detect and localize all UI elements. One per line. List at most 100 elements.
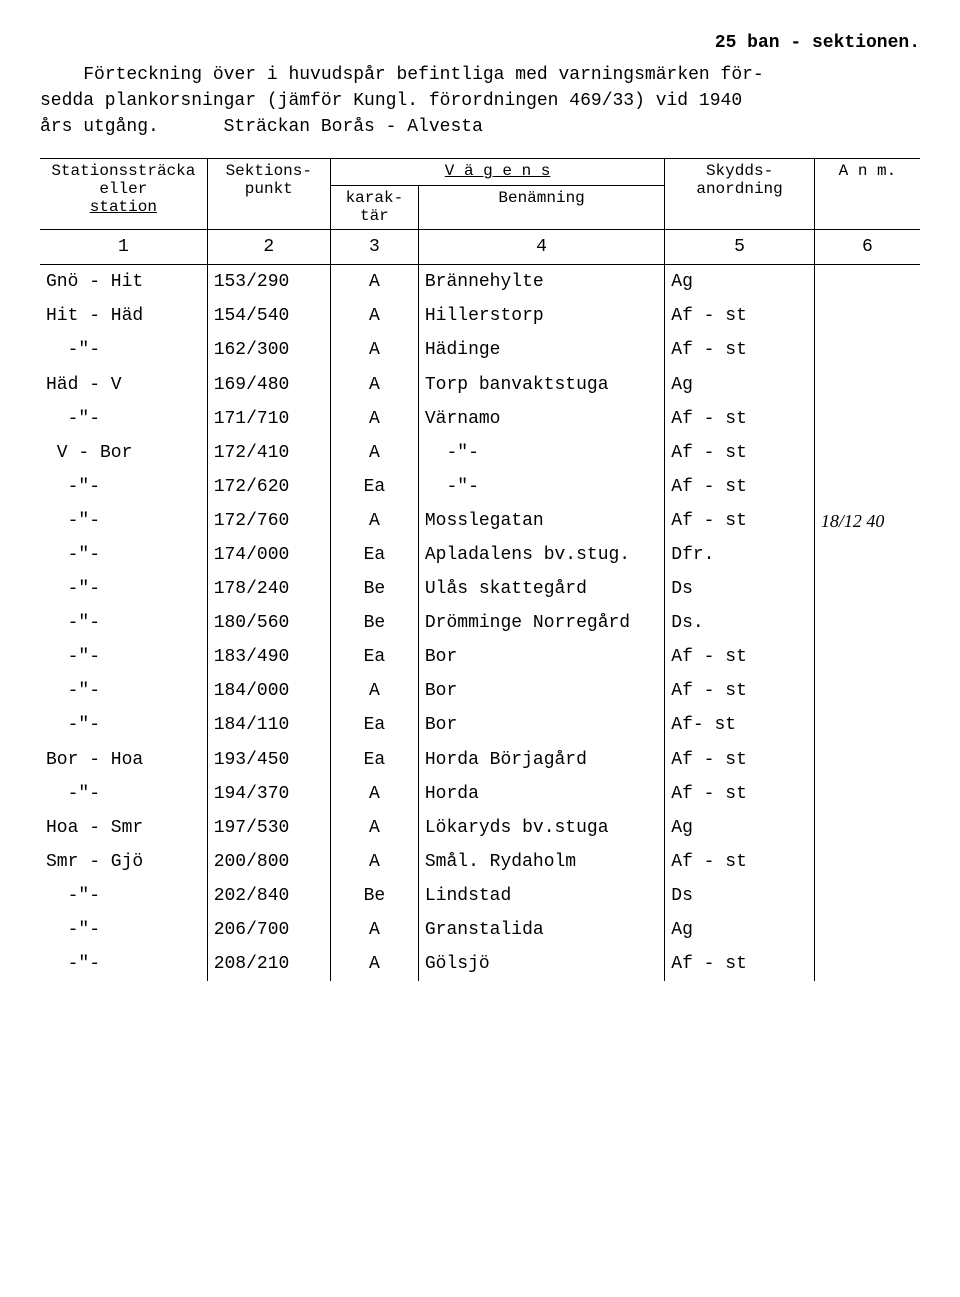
col-header-sektionspunkt: Sektions- punkt bbox=[207, 159, 330, 230]
cell-karaktar: A bbox=[330, 504, 418, 538]
table-row: -"-208/210AGölsjöAf - st bbox=[40, 947, 920, 981]
cell-station: -"- bbox=[40, 572, 207, 606]
cell-station: -"- bbox=[40, 333, 207, 367]
cell-skydds: Af - st bbox=[665, 743, 815, 777]
cell-karaktar: A bbox=[330, 777, 418, 811]
cell-anm bbox=[814, 743, 920, 777]
col-header-station: Stationssträcka eller station bbox=[40, 159, 207, 230]
cell-benamning: Bor bbox=[418, 708, 664, 742]
cell-sektionspunkt: 202/840 bbox=[207, 879, 330, 913]
cell-karaktar: Be bbox=[330, 606, 418, 640]
col-header-anm: A n m. bbox=[814, 159, 920, 230]
cell-station: -"- bbox=[40, 606, 207, 640]
col-header-vagens: V ä g e n s bbox=[330, 159, 664, 186]
cell-skydds: Ds. bbox=[665, 606, 815, 640]
cell-karaktar: A bbox=[330, 333, 418, 367]
cell-karaktar: A bbox=[330, 299, 418, 333]
cell-anm bbox=[814, 538, 920, 572]
table-row: -"-162/300AHädingeAf - st bbox=[40, 333, 920, 367]
cell-anm bbox=[814, 708, 920, 742]
table-row: -"-184/000ABorAf - st bbox=[40, 674, 920, 708]
intro-line-3: års utgång. Sträckan Borås - Alvesta bbox=[40, 114, 920, 140]
cell-skydds: Af - st bbox=[665, 504, 815, 538]
cell-anm bbox=[814, 674, 920, 708]
table-row: -"-194/370AHordaAf - st bbox=[40, 777, 920, 811]
table-row: -"-174/000EaApladalens bv.stug.Dfr. bbox=[40, 538, 920, 572]
table-row: -"-171/710AVärnamoAf - st bbox=[40, 402, 920, 436]
cell-skydds: Ag bbox=[665, 811, 815, 845]
col-header-benamning: Benämning bbox=[418, 185, 664, 229]
col-num-3: 3 bbox=[330, 230, 418, 265]
table-row: -"-184/110EaBorAf- st bbox=[40, 708, 920, 742]
cell-sektionspunkt: 172/410 bbox=[207, 436, 330, 470]
cell-skydds: Af - st bbox=[665, 333, 815, 367]
cell-station: Hoa - Smr bbox=[40, 811, 207, 845]
col-num-2: 2 bbox=[207, 230, 330, 265]
cell-karaktar: A bbox=[330, 368, 418, 402]
cell-benamning: Granstalida bbox=[418, 913, 664, 947]
cell-karaktar: A bbox=[330, 402, 418, 436]
cell-benamning: -"- bbox=[418, 436, 664, 470]
table-body: Gnö - Hit153/290ABrännehylteAgHit - Häd1… bbox=[40, 265, 920, 981]
cell-sektionspunkt: 178/240 bbox=[207, 572, 330, 606]
cell-skydds: Ds bbox=[665, 572, 815, 606]
cell-karaktar: Be bbox=[330, 879, 418, 913]
cell-sektionspunkt: 197/530 bbox=[207, 811, 330, 845]
cell-skydds: Ag bbox=[665, 913, 815, 947]
table-row: Hit - Häd154/540AHillerstorpAf - st bbox=[40, 299, 920, 333]
cell-anm bbox=[814, 402, 920, 436]
cell-anm bbox=[814, 265, 920, 300]
cell-karaktar: Ea bbox=[330, 538, 418, 572]
col-num-6: 6 bbox=[814, 230, 920, 265]
cell-skydds: Dfr. bbox=[665, 538, 815, 572]
cell-station: -"- bbox=[40, 538, 207, 572]
cell-benamning: Värnamo bbox=[418, 402, 664, 436]
cell-skydds: Af - st bbox=[665, 845, 815, 879]
cell-station: -"- bbox=[40, 470, 207, 504]
cell-skydds: Af - st bbox=[665, 674, 815, 708]
cell-skydds: Af - st bbox=[665, 640, 815, 674]
cell-station: Gnö - Hit bbox=[40, 265, 207, 300]
cell-benamning: Mosslegatan bbox=[418, 504, 664, 538]
table-row: -"-180/560BeDrömminge NorregårdDs. bbox=[40, 606, 920, 640]
cell-station: Häd - V bbox=[40, 368, 207, 402]
cell-anm bbox=[814, 811, 920, 845]
cell-station: Smr - Gjö bbox=[40, 845, 207, 879]
cell-benamning: Ulås skattegård bbox=[418, 572, 664, 606]
table-row: Hoa - Smr197/530ALökaryds bv.stugaAg bbox=[40, 811, 920, 845]
intro-line-2: sedda plankorsningar (jämför Kungl. föro… bbox=[40, 88, 920, 114]
section-header: 25 ban - sektionen. bbox=[40, 30, 920, 56]
col-header-karaktar: karak- tär bbox=[330, 185, 418, 229]
cell-sektionspunkt: 180/560 bbox=[207, 606, 330, 640]
cell-sektionspunkt: 162/300 bbox=[207, 333, 330, 367]
cell-benamning: Drömminge Norregård bbox=[418, 606, 664, 640]
cell-station: -"- bbox=[40, 640, 207, 674]
cell-anm bbox=[814, 845, 920, 879]
cell-anm bbox=[814, 879, 920, 913]
cell-benamning: Hädinge bbox=[418, 333, 664, 367]
cell-station: -"- bbox=[40, 777, 207, 811]
cell-benamning: Gölsjö bbox=[418, 947, 664, 981]
cell-station: -"- bbox=[40, 947, 207, 981]
cell-anm bbox=[814, 470, 920, 504]
cell-station: Bor - Hoa bbox=[40, 743, 207, 777]
cell-karaktar: A bbox=[330, 436, 418, 470]
cell-anm bbox=[814, 913, 920, 947]
cell-sektionspunkt: 154/540 bbox=[207, 299, 330, 333]
cell-sektionspunkt: 183/490 bbox=[207, 640, 330, 674]
cell-karaktar: A bbox=[330, 845, 418, 879]
cell-sektionspunkt: 184/110 bbox=[207, 708, 330, 742]
cell-skydds: Af - st bbox=[665, 436, 815, 470]
cell-karaktar: A bbox=[330, 947, 418, 981]
cell-benamning: Smål. Rydaholm bbox=[418, 845, 664, 879]
intro-paragraph: Förteckning över i huvudspår befintliga … bbox=[40, 62, 920, 140]
cell-benamning: -"- bbox=[418, 470, 664, 504]
cell-karaktar: Ea bbox=[330, 708, 418, 742]
table-row: -"-183/490EaBorAf - st bbox=[40, 640, 920, 674]
col-num-4: 4 bbox=[418, 230, 664, 265]
table-row: -"-206/700AGranstalidaAg bbox=[40, 913, 920, 947]
cell-karaktar: A bbox=[330, 913, 418, 947]
cell-skydds: Af - st bbox=[665, 402, 815, 436]
cell-karaktar: Be bbox=[330, 572, 418, 606]
cell-station: -"- bbox=[40, 708, 207, 742]
